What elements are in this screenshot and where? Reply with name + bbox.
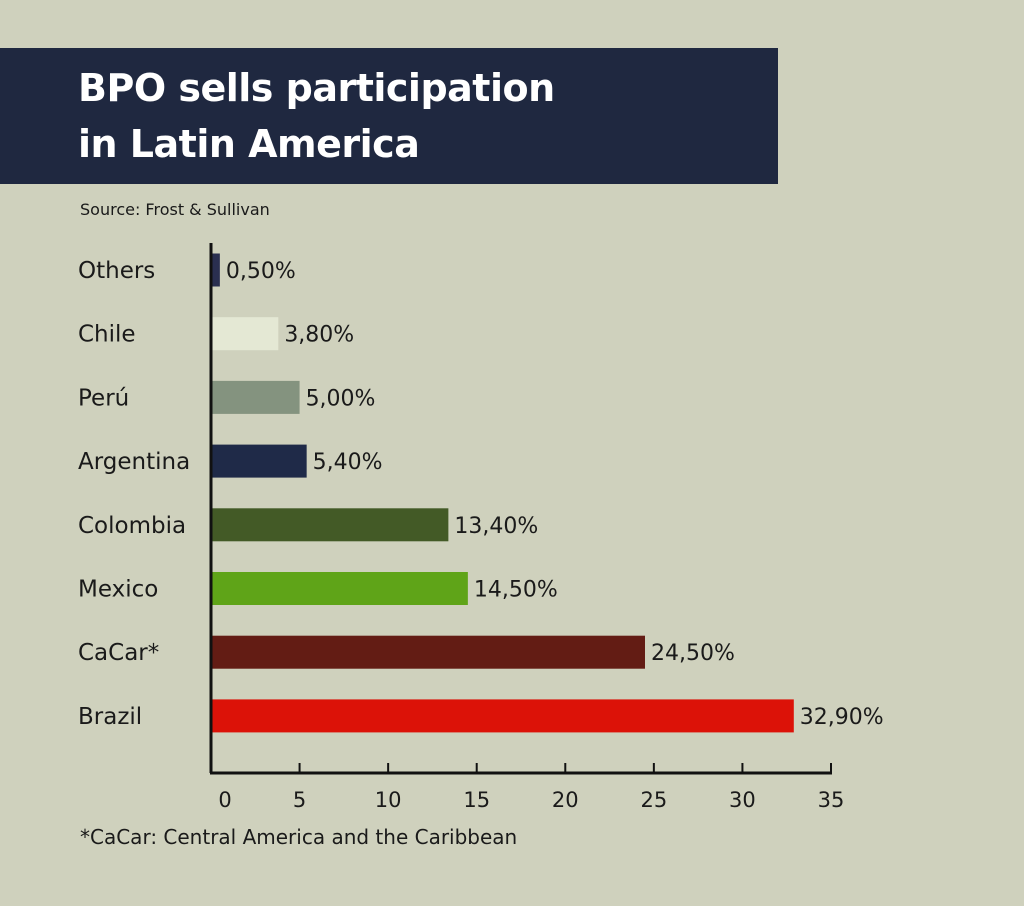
value-label-6: 24,50%	[651, 641, 735, 666]
bar-5	[212, 572, 468, 605]
x-tick-label-1: 5	[293, 788, 306, 812]
category-label-5: Mexico	[78, 577, 158, 603]
value-label-4: 13,40%	[454, 514, 538, 539]
x-tick-label-7: 35	[818, 788, 845, 812]
category-label-1: Chile	[78, 322, 136, 348]
chart-title-line-2: in Latin America	[78, 122, 420, 166]
x-tick-label-3: 15	[463, 788, 490, 812]
value-label-0: 0,50%	[226, 259, 296, 284]
value-label-1: 3,80%	[284, 323, 354, 348]
bar-0	[212, 253, 220, 287]
value-label-7: 32,90%	[800, 705, 884, 730]
source-note: Source: Frost & Sullivan	[80, 200, 270, 219]
category-label-6: CaCar*	[78, 640, 159, 666]
category-label-4: Colombia	[78, 513, 186, 539]
category-label-3: Argentina	[78, 449, 190, 475]
bar-3	[212, 444, 307, 478]
x-tick-label-6: 30	[729, 788, 756, 812]
bar-7	[212, 699, 794, 733]
title-banner	[0, 48, 778, 184]
x-tick-label-0: 0	[218, 788, 231, 812]
x-tick-label-2: 10	[375, 788, 402, 812]
value-label-5: 14,50%	[474, 578, 558, 603]
value-label-3: 5,40%	[313, 450, 383, 475]
footnote: *CaCar: Central America and the Caribbea…	[80, 825, 518, 849]
category-label-7: Brazil	[78, 704, 142, 730]
bar-6	[212, 635, 645, 669]
category-label-2: Perú	[78, 385, 129, 411]
value-label-2: 5,00%	[306, 386, 376, 411]
x-tick-label-4: 20	[552, 788, 579, 812]
chart-title-line-1: BPO sells participation	[78, 66, 555, 110]
category-label-0: Others	[78, 258, 155, 284]
bar-1	[212, 317, 279, 351]
bar-4	[212, 508, 449, 542]
bar-2	[212, 380, 300, 414]
x-tick-label-5: 25	[640, 788, 667, 812]
